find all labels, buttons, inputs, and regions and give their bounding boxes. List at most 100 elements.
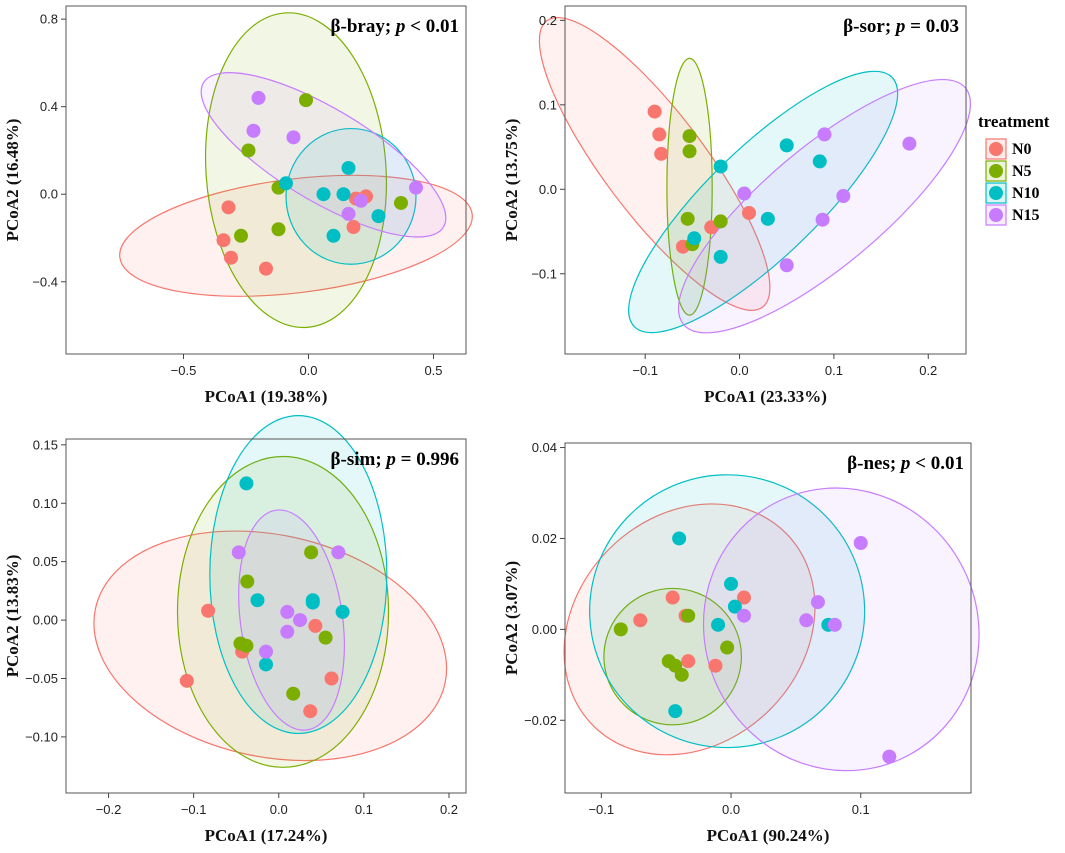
point-n0 <box>665 590 680 605</box>
y-tick-label: 0.05 <box>33 554 58 569</box>
annotation-sim: β-sim; p = 0.996 <box>331 449 460 470</box>
legend-dot <box>989 164 1003 178</box>
annotation-p: p <box>894 16 906 37</box>
y-tick-label: 0.00 <box>33 613 58 628</box>
point-n0 <box>681 654 696 669</box>
y-tick-label: 0.15 <box>33 437 58 452</box>
annotation-p: p <box>899 453 911 474</box>
point-n15 <box>280 624 295 639</box>
x-tick-label: −0.1 <box>181 802 207 817</box>
x-axis-label: PCoA1 (90.24%) <box>707 826 830 845</box>
y-tick-label: −0.05 <box>25 671 58 686</box>
point-n0 <box>647 104 662 119</box>
x-axis-label: PCoA1 (19.38%) <box>205 387 328 406</box>
x-tick-label: −0.1 <box>632 363 658 378</box>
point-n5 <box>674 667 689 682</box>
point-n5 <box>680 211 695 226</box>
ellipse-layer <box>119 12 473 329</box>
y-axis-label: PCoA2 (16.48%) <box>3 119 22 242</box>
x-axis-label: PCoA1 (23.33%) <box>704 387 827 406</box>
point-n0 <box>652 127 667 142</box>
point-n15 <box>902 136 917 151</box>
legend-title: treatment <box>978 112 1050 131</box>
point-n5 <box>304 545 319 560</box>
point-n5 <box>394 195 408 210</box>
point-n5 <box>682 144 697 159</box>
ellipse-n0 <box>563 503 816 756</box>
point-n15 <box>882 749 897 764</box>
point-n15 <box>280 604 295 619</box>
x-tick-label: 0.0 <box>299 363 317 378</box>
point-n15 <box>827 617 842 632</box>
point-n5 <box>713 214 728 229</box>
annotation-suffix: = 0.03 <box>905 16 959 37</box>
point-n10 <box>812 154 827 169</box>
point-n15 <box>259 644 273 659</box>
annotation-p: p <box>394 16 406 37</box>
tick-layer: −0.1 0.0 0.1 0.2 0.2 0.1 0.0 −0.1 <box>531 13 937 378</box>
point-n0 <box>224 250 238 265</box>
point-n5 <box>286 686 301 701</box>
point-n0 <box>179 673 194 688</box>
point-n0 <box>346 220 361 235</box>
x-tick-label: 0.0 <box>270 802 288 817</box>
point-n0 <box>324 671 339 686</box>
tick-layer: −0.1 0.0 0.1 0.04 0.02 0.00 −0.02 <box>524 440 870 817</box>
point-n10 <box>724 576 739 591</box>
point-n10 <box>336 187 351 202</box>
legend-item-n0: N0 <box>985 138 1032 160</box>
legend-dot <box>989 186 1003 200</box>
point-n0 <box>741 205 756 220</box>
legend-items: N0 N5 N10 N15 <box>985 138 1040 226</box>
panel-sim: −0.2 −0.1 0.0 0.1 0.2 0.15 0.10 0.05 0.00 −0.05 −0… <box>3 415 467 845</box>
plot-frame <box>564 442 972 794</box>
point-n10 <box>335 604 350 619</box>
annotation-nes: β-nes; p < 0.01 <box>847 453 964 474</box>
point-n15 <box>231 545 246 560</box>
point-n10 <box>326 228 341 243</box>
y-tick-label: 0.10 <box>33 496 58 511</box>
x-tick-label: 0.2 <box>919 363 937 378</box>
x-tick-label: 0.0 <box>722 802 740 817</box>
point-n0 <box>216 233 231 248</box>
annotation-prefix: β-nes; <box>847 453 901 474</box>
ellipse-layer <box>538 16 972 334</box>
y-tick-label: 0.0 <box>40 187 58 202</box>
legend-label: N10 <box>1012 185 1040 202</box>
legend: treatment N0 N5 N10 N15 <box>978 112 1050 226</box>
legend-item-n15: N15 <box>985 204 1040 226</box>
x-axis-label: PCoA1 (17.24%) <box>205 826 328 845</box>
panel-nes: −0.1 0.0 0.1 0.04 0.02 0.00 −0.02 β-nes; p < 0… <box>502 440 980 845</box>
ellipse-n10 <box>209 415 388 735</box>
point-n0 <box>201 603 216 618</box>
annotation-prefix: β-sor; <box>843 16 896 37</box>
y-axis-label: PCoA2 (13.75%) <box>502 119 521 242</box>
point-n10 <box>371 209 386 224</box>
point-n0 <box>654 146 669 161</box>
point-n15 <box>293 613 308 628</box>
point-n15 <box>810 595 825 610</box>
y-tick-label: 0.00 <box>532 622 557 637</box>
plot-frame <box>564 5 967 355</box>
y-tick-label: −0.1 <box>531 266 557 281</box>
point-n10 <box>316 187 331 202</box>
x-tick-label: 0.5 <box>424 363 442 378</box>
tick-layer: −0.5 0.0 0.5 0.8 0.4 0.0 −0.4 <box>32 12 442 378</box>
point-n15 <box>251 90 266 105</box>
ellipse-n5 <box>204 12 388 329</box>
point-n10 <box>672 531 687 546</box>
point-n15 <box>354 193 368 208</box>
point-n10 <box>711 617 726 632</box>
legend-label: N5 <box>1012 163 1032 180</box>
point-n5 <box>720 640 735 655</box>
point-n5 <box>613 622 628 637</box>
ellipse-n0 <box>93 530 448 762</box>
point-n10 <box>687 231 702 246</box>
y-tick-label: 0.1 <box>539 97 557 112</box>
legend-dot <box>989 142 1003 156</box>
plot-frame <box>65 438 467 794</box>
y-tick-label: 0.4 <box>40 99 58 114</box>
x-tick-label: −0.1 <box>588 802 614 817</box>
point-n5 <box>234 228 248 243</box>
annotation-bray: β-bray; p < 0.01 <box>331 16 460 37</box>
